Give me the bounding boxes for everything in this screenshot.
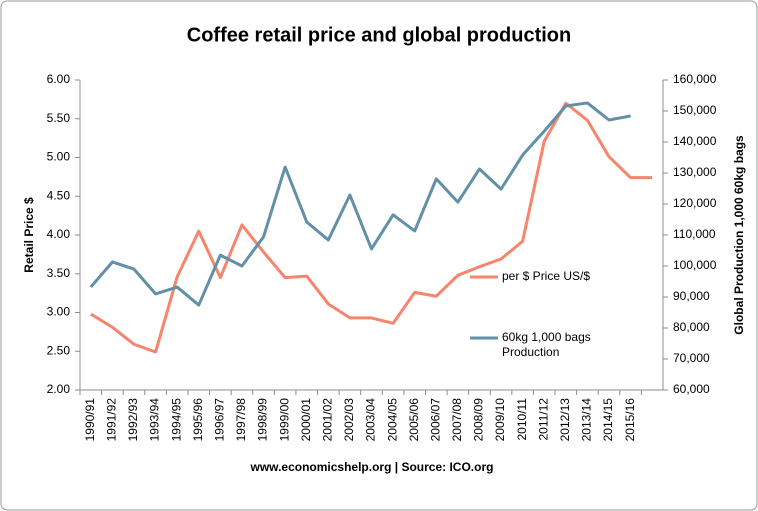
- y2-tick-label: 130,000: [673, 165, 717, 179]
- x-tick-label: 1990/91: [83, 398, 97, 442]
- y-tick-label: 5.00: [47, 150, 71, 164]
- chart-title: Coffee retail price and global productio…: [187, 24, 571, 46]
- x-tick-label: 1994/95: [169, 398, 183, 442]
- y-tick-label: 2.50: [47, 343, 71, 357]
- y-axis-title: Retail Price $: [22, 197, 36, 273]
- y2-tick-label: 100,000: [673, 258, 717, 272]
- x-tick-label: 2011/12: [536, 398, 550, 441]
- x-tick-label: 2000/01: [299, 398, 313, 442]
- y2-tick-label: 70,000: [673, 351, 710, 365]
- x-tick-label: 1999/00: [277, 398, 291, 442]
- x-tick-label: 2001/02: [320, 398, 334, 442]
- y2-tick-label: 150,000: [673, 103, 717, 117]
- legend-label: 60kg 1,000 bags Production: [502, 330, 591, 359]
- y2-tick-label: 60,000: [673, 382, 710, 396]
- x-tick-label: 2009/10: [493, 398, 507, 442]
- x-tick-label: 2015/16: [623, 398, 637, 442]
- y-tick-label: 3.00: [47, 305, 71, 319]
- y2-tick-label: 90,000: [673, 289, 710, 303]
- legend-label: per $ Price US/$: [502, 269, 591, 283]
- y2-tick-label: 110,000: [673, 227, 716, 241]
- y-tick-label: 6.00: [47, 72, 71, 86]
- x-tick-label: 2005/06: [407, 398, 421, 442]
- x-tick-label: 1997/98: [234, 398, 248, 442]
- x-tick-label: 2012/13: [558, 398, 572, 442]
- x-tick-label: 2002/03: [342, 398, 356, 442]
- y2-tick-label: 140,000: [673, 134, 717, 148]
- y2-tick-label: 120,000: [673, 196, 717, 210]
- y-tick-label: 3.50: [47, 266, 71, 280]
- y2-tick-label: 160,000: [673, 72, 717, 86]
- x-tick-label: 2010/11: [515, 398, 529, 441]
- x-tick-label: 1996/97: [213, 398, 227, 442]
- x-tick-label: 2003/04: [364, 398, 378, 442]
- x-tick-label: 2006/07: [428, 398, 442, 442]
- y2-tick-label: 80,000: [673, 320, 710, 334]
- x-tick-label: 2013/14: [580, 398, 594, 442]
- x-tick-label: 2014/15: [601, 398, 615, 442]
- x-tick-label: 2007/08: [450, 398, 464, 442]
- x-tick-label: 1991/92: [105, 398, 119, 442]
- series-line: [89, 101, 631, 307]
- y-tick-label: 2.00: [47, 382, 71, 396]
- x-tick-label: 1993/94: [148, 398, 162, 442]
- y-tick-label: 4.50: [47, 188, 71, 202]
- y-tick-label: 5.50: [47, 111, 71, 125]
- y2-axis-title: Global Production 1,000 60kg bags: [732, 135, 746, 335]
- x-tick-label: 1995/96: [191, 398, 205, 442]
- x-tick-label: 1992/93: [126, 398, 140, 442]
- x-tick-label: 2004/05: [385, 398, 399, 442]
- x-tick-label: 1998/99: [256, 398, 270, 442]
- y-tick-label: 4.00: [47, 227, 71, 241]
- source-note: www.economicshelp.org | Source: ICO.org: [250, 460, 494, 474]
- x-tick-label: 2008/09: [472, 398, 486, 442]
